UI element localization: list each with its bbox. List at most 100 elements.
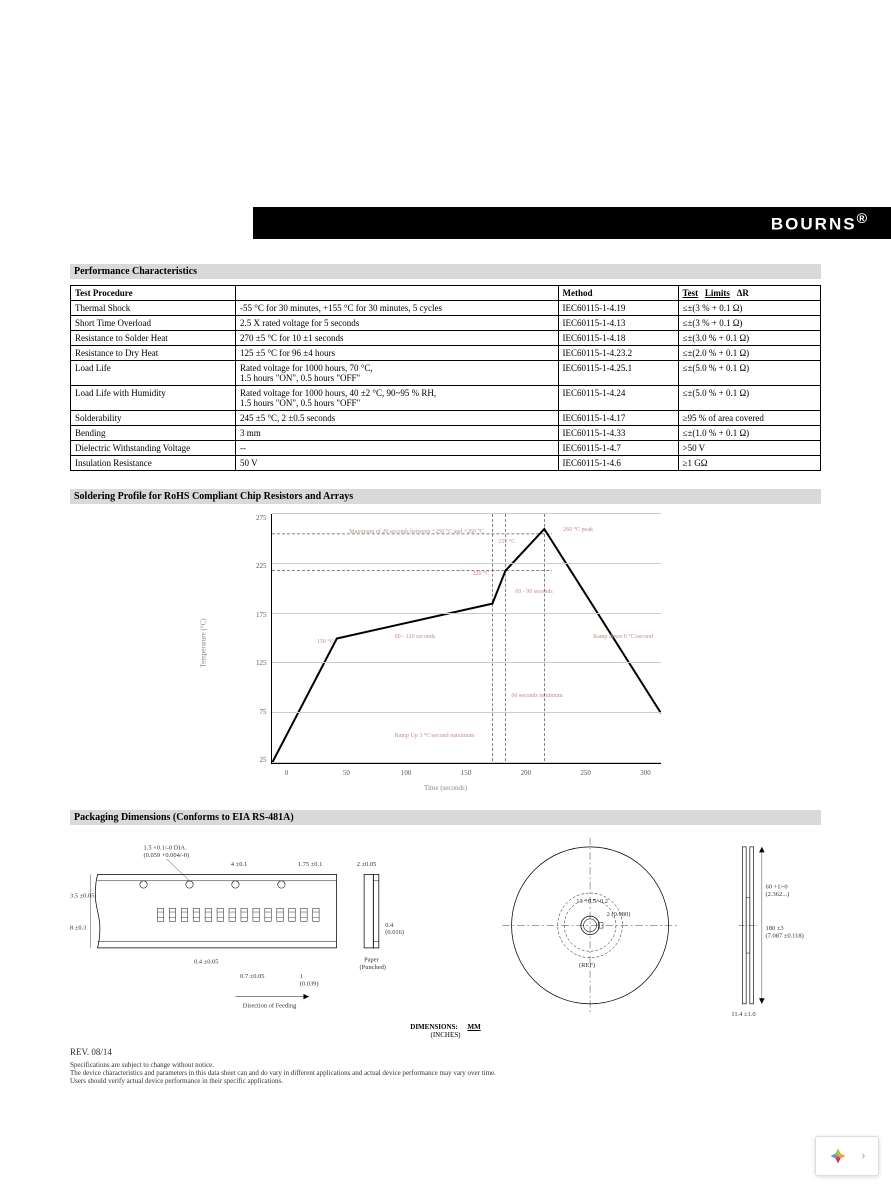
dim-ref: (REF)	[579, 962, 595, 969]
footer-line2: The device characteristics and parameter…	[70, 1069, 821, 1077]
dim-a0: 0.4 ±0.05	[194, 959, 218, 966]
table-cell: ≥95 % of area covered	[678, 411, 821, 426]
table-cell: 245 ±5 °C, 2 ±0.5 seconds	[236, 411, 559, 426]
page-title: CR0201 - Chip Resistor	[70, 213, 253, 234]
tape-svg: 1.5 +0.1/-0 DIA. (0.059 +0.004/-0) 4 ±0.…	[70, 833, 456, 1017]
pocket-rect	[289, 908, 295, 921]
pocket-rect	[301, 908, 307, 921]
table-cell: ≤±(1.0 % + 0.1 Ω)	[678, 426, 821, 441]
chart-annotation: 60 - 90 seconds	[515, 589, 553, 595]
table-cell: -55 °C for 30 minutes, +155 °C for 30 mi…	[236, 301, 559, 316]
dim-k02: (0.016)	[385, 929, 404, 936]
dim-pitch-top: 4 ±0.1	[231, 861, 247, 868]
chart-annotation: 220 °C	[472, 571, 489, 577]
section-packaging-title: Packaging Dimensions (Conforms to EIA RS…	[70, 810, 821, 825]
brand-logo: BOURNS®	[771, 211, 869, 235]
table-cell: 125 ±5 °C for 96 ±4 hours	[236, 346, 559, 361]
gridline	[272, 563, 661, 564]
dimensions-title: DIMENSIONS: MM (INCHES)	[70, 1023, 821, 1039]
table-cell: IEC60115-1-4.19	[558, 301, 678, 316]
dim-pitch: 1	[300, 973, 303, 980]
pocket-rect	[193, 908, 199, 921]
dim-hole-dia2: (0.059 +0.004/-0)	[144, 852, 190, 859]
table-row: Load Life with HumidityRated voltage for…	[71, 386, 821, 411]
table-cell: Load Life with Humidity	[71, 386, 236, 411]
table-cell: ≥1 GΩ	[678, 456, 821, 471]
perf-h0: Test Procedure	[71, 286, 236, 301]
ytick-label: 75	[231, 708, 267, 716]
page-footer: REV. 08/14 Specifications are subject to…	[0, 1047, 891, 1085]
xtick-label: 150	[451, 769, 481, 777]
table-cell: IEC60115-1-4.33	[558, 426, 678, 441]
perf-h2: Method	[558, 286, 678, 301]
table-cell: Bending	[71, 426, 236, 441]
pocket-rect	[157, 908, 163, 921]
pocket-rect	[181, 908, 187, 921]
xtick-label: 250	[571, 769, 601, 777]
table-cell: Short Time Overload	[71, 316, 236, 331]
table-cell: ≤±(2.0 % + 0.1 Ω)	[678, 346, 821, 361]
table-cell: Load Life	[71, 361, 236, 386]
chart-xlabel: Time (seconds)	[70, 784, 821, 792]
chart-annotation: 150 °C	[317, 639, 334, 645]
table-cell: IEC60115-1-4.6	[558, 456, 678, 471]
table-cell: >50 V	[678, 441, 821, 456]
table-row: Solderability245 ±5 °C, 2 ±0.5 secondsIE…	[71, 411, 821, 426]
pocket-rect	[253, 908, 259, 921]
table-row: Bending3 mmIEC60115-1-4.33≤±(1.0 % + 0.1…	[71, 426, 821, 441]
table-cell: ≤±(3 % + 0.1 Ω)	[678, 301, 821, 316]
table-cell: IEC60115-1-4.13	[558, 316, 678, 331]
pocket-rect	[205, 908, 211, 921]
table-cell: --	[236, 441, 559, 456]
table-cell: IEC60115-1-4.23.2	[558, 346, 678, 361]
dim-od2: (7.087 ±0.118)	[766, 932, 804, 939]
gridline	[272, 513, 661, 514]
dim-k0: 0.4	[385, 922, 394, 929]
reel-drawing: 13 +0.5/-0.2 2 (0.080) (REF) 60 +1/-0 (2…	[470, 833, 821, 1023]
pocket-rect	[169, 908, 175, 921]
pocket-rect	[229, 908, 235, 921]
pocket-rect	[313, 908, 319, 921]
ytick-label: 225	[231, 562, 267, 570]
table-cell: 270 ±5 °C for 10 ±1 seconds	[236, 331, 559, 346]
brand-text: BOURNS	[771, 215, 857, 234]
table-cell: IEC60115-1-4.25.1	[558, 361, 678, 386]
chart-annotation: Maximum of 20 seconds between +250 °C an…	[349, 529, 484, 535]
table-cell: Rated voltage for 1000 hours, 70 °C, 1.5…	[236, 361, 559, 386]
table-row: Load LifeRated voltage for 1000 hours, 7…	[71, 361, 821, 386]
dim-b0: 0.7 ±0.05	[240, 973, 264, 980]
xtick-label: 50	[331, 769, 361, 777]
table-cell: Dielectric Withstanding Voltage	[71, 441, 236, 456]
paper-label2: (Punched)	[360, 964, 386, 971]
app-icon	[828, 1146, 848, 1166]
table-cell: 2.5 X rated voltage for 5 seconds	[236, 316, 559, 331]
header-bar: CR0201 - Chip Resistor BOURNS®	[0, 207, 891, 239]
gridline	[272, 762, 661, 763]
table-cell: Thermal Shock	[71, 301, 236, 316]
table-cell: IEC60115-1-4.17	[558, 411, 678, 426]
xtick-label: 300	[630, 769, 660, 777]
footer-line1: Specifications are subject to change wit…	[70, 1061, 821, 1069]
ytick-label: 275	[231, 514, 267, 522]
table-cell: Solderability	[71, 411, 236, 426]
perf-h3: Test Limits ΔR	[678, 286, 821, 301]
pocket-rect	[277, 908, 283, 921]
perf-h1	[236, 286, 559, 301]
section-performance-title: Performance Characteristics	[70, 264, 821, 279]
table-cell: Insulation Resistance	[71, 456, 236, 471]
table-cell: IEC60115-1-4.24	[558, 386, 678, 411]
chart-ylabel: Temperature (°C)	[199, 618, 207, 667]
table-row: Thermal Shock-55 °C for 30 minutes, +155…	[71, 301, 821, 316]
table-row: Short Time Overload2.5 X rated voltage f…	[71, 316, 821, 331]
xtick-label: 200	[511, 769, 541, 777]
chart-plot-area: 050100150200250300 Maximum of 20 seconds…	[271, 514, 661, 764]
dim-hole-dia: 1.5 +0.1/-0 DIA.	[144, 845, 187, 852]
paper-label: Paper	[364, 957, 379, 964]
next-page-button[interactable]: ›	[815, 1136, 879, 1176]
profile-polyline	[272, 529, 661, 763]
dim-hub-od: 60 +1/-0	[766, 883, 788, 890]
reel-svg: 13 +0.5/-0.2 2 (0.080) (REF) 60 +1/-0 (2…	[470, 833, 821, 1018]
revision-text: REV. 08/14	[70, 1047, 821, 1057]
pocket-rect	[241, 908, 247, 921]
chart-xaxis: 050100150200250300	[272, 769, 661, 777]
